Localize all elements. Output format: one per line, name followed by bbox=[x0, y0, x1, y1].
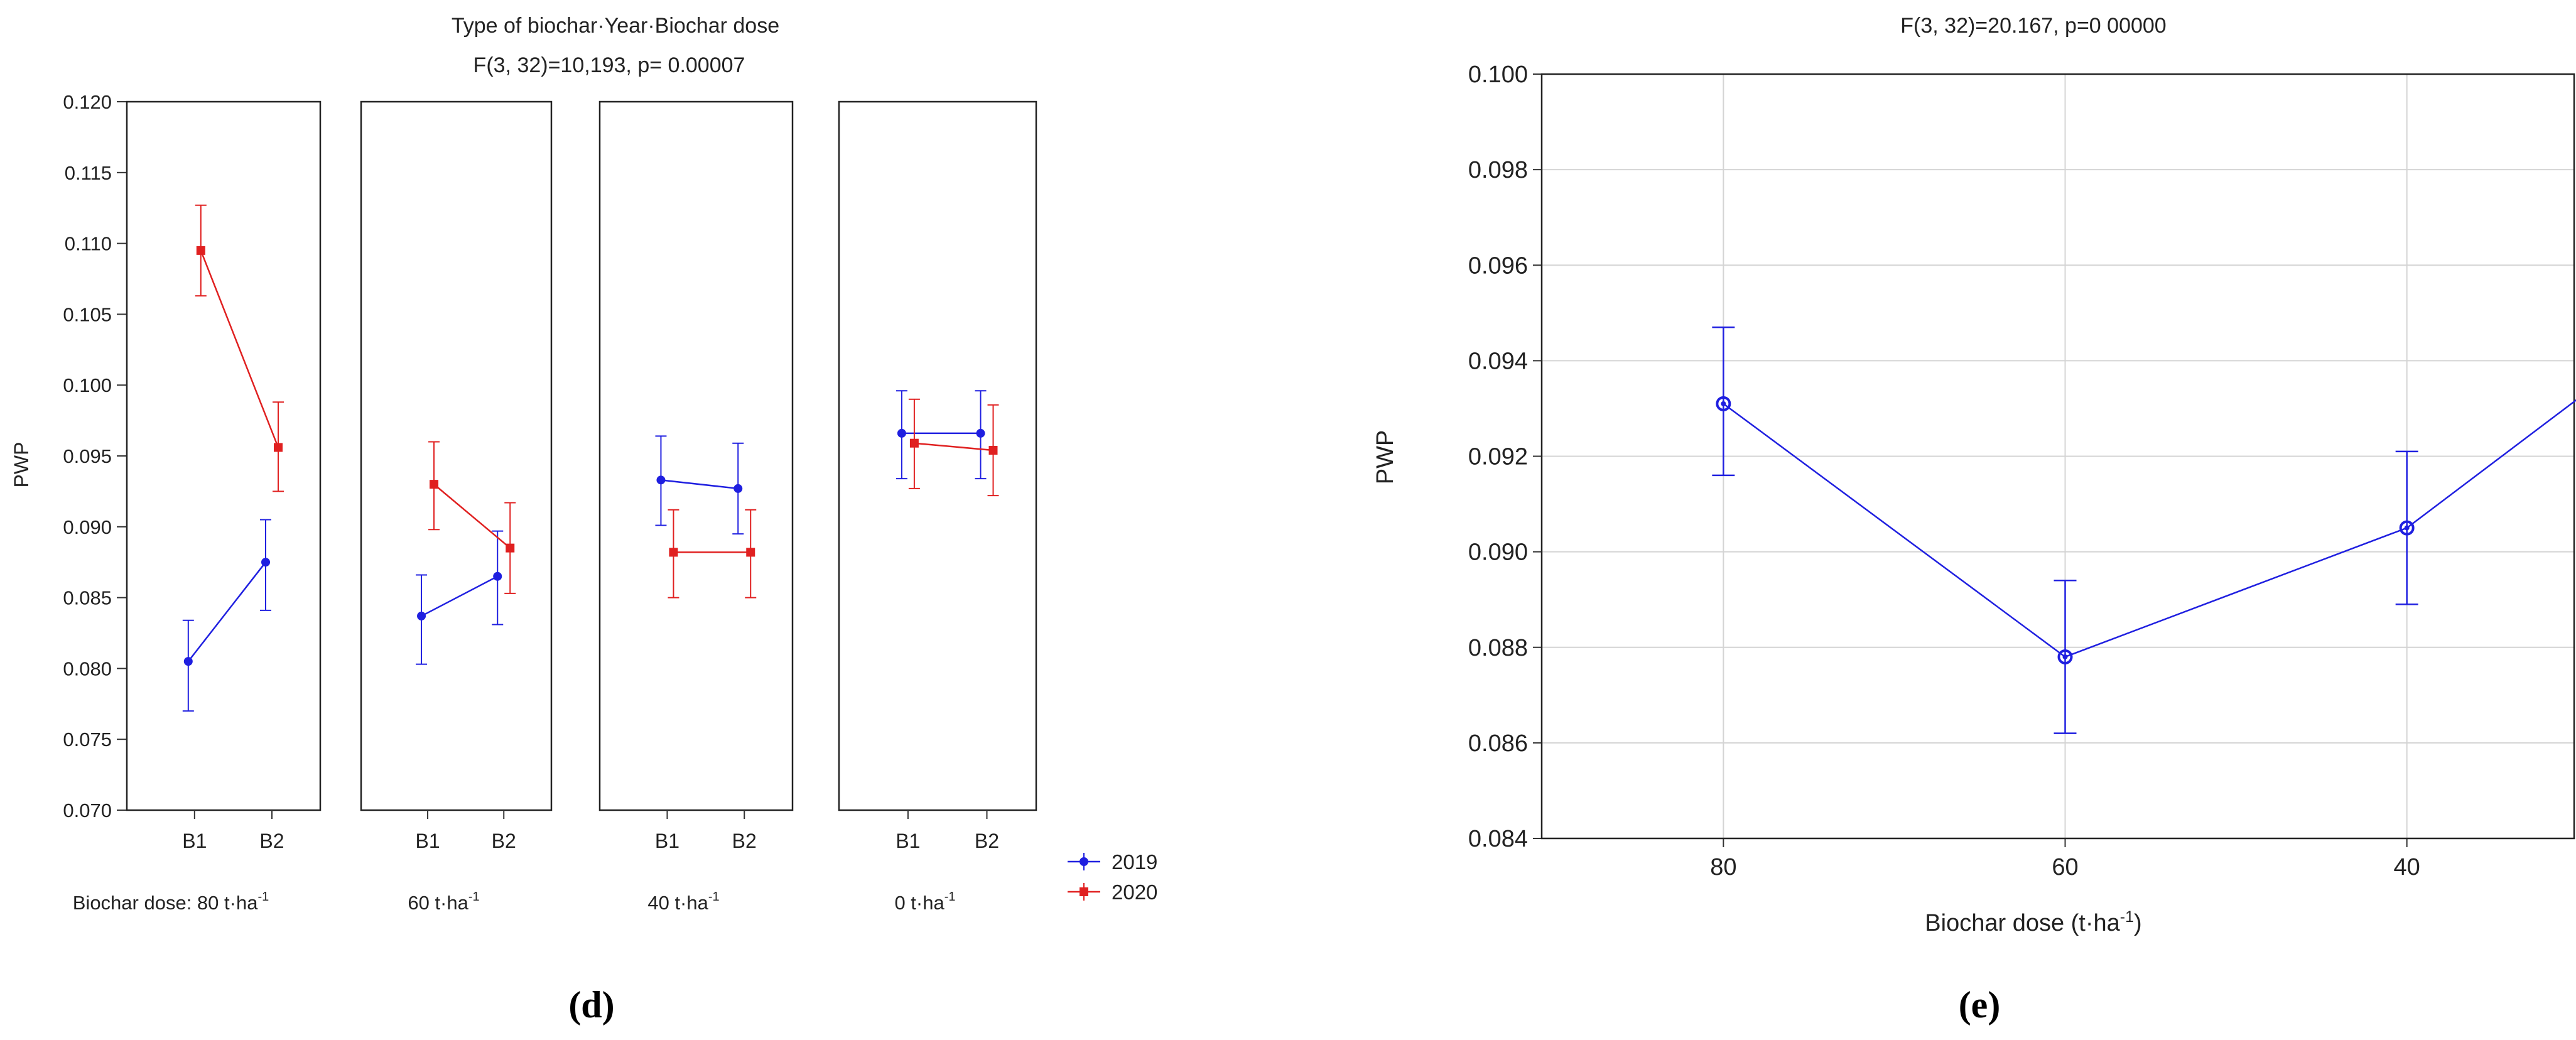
chart-d-point-2019 bbox=[261, 558, 270, 567]
chart-d-xtick-label: B2 bbox=[975, 830, 999, 852]
chart-e-point bbox=[1716, 396, 1731, 411]
chart-e-xlabel: Biochar dose (t·ha-1) bbox=[1925, 908, 2141, 936]
chart-d-facet-frame bbox=[838, 100, 1037, 811]
chart-e-xtick-label: 60 bbox=[2052, 854, 2078, 880]
legend-marker-2020 bbox=[1080, 887, 1088, 896]
chart-e-ytick-label: 0.098 bbox=[1468, 157, 1528, 183]
chart-d-point-2019 bbox=[656, 475, 666, 485]
chart-d-point-2020 bbox=[988, 445, 998, 455]
chart-e-ytick-label: 0.092 bbox=[1468, 444, 1528, 470]
chart-e-ytick-label: 0.088 bbox=[1468, 635, 1528, 661]
chart-e-xlabel-suffix: ) bbox=[2134, 910, 2142, 936]
chart-e-point bbox=[2399, 520, 2415, 536]
chart-d-series-line-2019 bbox=[421, 575, 498, 617]
chart-d-facet-label: Biochar dose: 80 t·ha-1 bbox=[73, 890, 269, 914]
chart-d-subtitle: F(3, 32)=10,193, p= 0.00007 bbox=[474, 53, 745, 77]
chart-d-xtick-label: B2 bbox=[492, 830, 516, 852]
chart-d-xtick-label: B1 bbox=[896, 830, 920, 852]
chart-d-series-line-2019 bbox=[661, 479, 739, 490]
chart-e-ytick-label: 0.090 bbox=[1468, 539, 1528, 566]
chart-d-ytick-label: 0.090 bbox=[63, 516, 112, 538]
chart-d-point-2019 bbox=[733, 484, 743, 493]
chart-e-ytick-label: 0.086 bbox=[1468, 730, 1528, 757]
chart-d-point-2020 bbox=[430, 480, 439, 489]
chart-d-ytick-label: 0.085 bbox=[63, 587, 112, 609]
chart-e-point-center bbox=[1721, 401, 1726, 406]
chart-d-series-line-2020 bbox=[914, 442, 993, 452]
chart-d-facet-frame bbox=[360, 100, 553, 811]
chart-d-facet-label: 0 t·ha-1 bbox=[894, 890, 955, 914]
chart-e-frame bbox=[1540, 73, 2575, 840]
chart-d-facet-label-main: 60 t·ha bbox=[408, 892, 468, 914]
chart-e-xtick-label: 40 bbox=[2394, 854, 2420, 880]
chart-d-xtick-label: B2 bbox=[259, 830, 284, 852]
chart-d-xtick-label: B1 bbox=[655, 830, 679, 852]
chart-d-point-2020 bbox=[506, 543, 515, 553]
chart-d-point-2019 bbox=[493, 571, 502, 581]
chart-d-xtick-label: B1 bbox=[415, 830, 440, 852]
chart-d-facet-label-main: 0 t·ha bbox=[894, 892, 944, 914]
chart-d-ytick-label: 0.075 bbox=[63, 729, 112, 750]
chart-d-facet-label: 40 t·ha-1 bbox=[647, 890, 719, 914]
chart-d-facet-label-main: 40 t·ha bbox=[647, 892, 708, 914]
chart-d-facet-label: 60 t·ha-1 bbox=[408, 890, 479, 914]
chart-d-ytick-label: 0.100 bbox=[63, 374, 112, 396]
chart-d-point-2019 bbox=[183, 657, 193, 666]
chart-d-facet-label-sup: -1 bbox=[708, 890, 720, 904]
legend-marker-2019 bbox=[1080, 857, 1088, 866]
chart-d-point-2019 bbox=[897, 428, 906, 438]
chart-d-facet-frame bbox=[598, 100, 794, 811]
chart-e-ylabel: PWP bbox=[1372, 430, 1399, 485]
chart-d-caption: (d) bbox=[568, 984, 614, 1026]
chart-d-series-line-2019 bbox=[187, 561, 266, 662]
chart-d-point-2019 bbox=[417, 611, 426, 620]
chart-d-facet-frame bbox=[126, 100, 322, 811]
chart-d-ytick-label: 0.105 bbox=[63, 303, 112, 325]
chart-d-ytick-label: 0.120 bbox=[63, 91, 112, 113]
chart-d-point-2019 bbox=[976, 428, 985, 438]
chart-e-point-center bbox=[2404, 525, 2410, 531]
chart-e-ytick-label: 0.100 bbox=[1468, 62, 1528, 88]
chart-d-series-line-2020 bbox=[200, 250, 279, 448]
chart-e-point bbox=[2057, 649, 2073, 664]
chart-d-ytick-label: 0.110 bbox=[65, 233, 112, 255]
chart-d-series-line-2020 bbox=[433, 484, 511, 549]
chart-e-ytick-label: 0.096 bbox=[1468, 252, 1528, 279]
chart-e-ytick-label: 0.094 bbox=[1468, 348, 1528, 374]
chart-d-point-2020 bbox=[669, 548, 678, 557]
chart-d-point-2020 bbox=[909, 438, 919, 448]
chart-d-facet-label-main: Biochar dose: 80 t·ha bbox=[73, 892, 258, 914]
chart-d-title: Type of biochar·Year·Biochar dose bbox=[452, 14, 779, 38]
chart-d-ytick-label: 0.095 bbox=[63, 445, 112, 467]
chart-e-point-center bbox=[2062, 654, 2068, 659]
chart-d-xtick-label: B2 bbox=[732, 830, 757, 852]
chart-d-facet-label-sup: -1 bbox=[944, 890, 956, 904]
legend-label-2019: 2019 bbox=[1112, 850, 1157, 874]
chart-d-ytick-label: 0.080 bbox=[63, 658, 112, 680]
chart-e-caption: (e) bbox=[1959, 984, 2001, 1026]
chart-d-ytick-label: 0.115 bbox=[65, 162, 112, 184]
chart-d-xtick-label: B1 bbox=[182, 830, 207, 852]
chart-d-point-2020 bbox=[196, 246, 205, 255]
chart-d-point-2020 bbox=[746, 548, 755, 557]
chart-d-point-2020 bbox=[274, 443, 283, 452]
chart-d-facet-label-sup: -1 bbox=[257, 890, 269, 904]
chart-d-ylabel: PWP bbox=[10, 442, 33, 488]
legend-label-2020: 2020 bbox=[1112, 880, 1157, 904]
chart-d-ytick-label: 0.070 bbox=[63, 799, 112, 821]
chart-d-facet-label-sup: -1 bbox=[468, 890, 480, 904]
chart-e-xtick-label: 80 bbox=[1710, 854, 1736, 880]
chart-e-series-line bbox=[1723, 399, 2576, 658]
chart-e-xlabel-main: Biochar dose (t·ha bbox=[1925, 910, 2120, 936]
chart-e-xlabel-sup: -1 bbox=[2120, 908, 2134, 926]
chart-e-ytick-label: 0.084 bbox=[1468, 826, 1528, 852]
chart-e-subtitle: F(3, 32)=20.167, p=0 00000 bbox=[1900, 14, 2166, 38]
